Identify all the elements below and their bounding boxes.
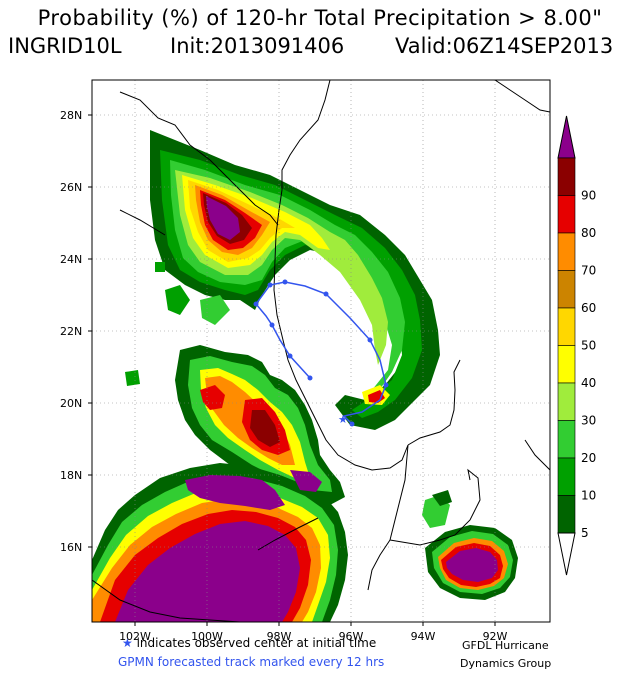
lon-label: 100W	[191, 630, 223, 643]
init-time: Init:2013091406	[170, 34, 345, 58]
colorbar-swatch	[557, 307, 576, 346]
colorbar-swatch	[557, 382, 576, 421]
observed-text: indicates observed center at initial tim…	[136, 636, 377, 650]
credit-line-2: Dynamics Group	[460, 657, 552, 670]
forecast-track: ★	[253, 279, 389, 427]
track-point	[269, 322, 275, 328]
longitude-labels: 102W 100W 98W 96W 94W 92W	[119, 630, 507, 643]
lat-label: 26N	[60, 181, 82, 194]
map-panel: ★	[92, 80, 550, 622]
colorbar-swatch	[557, 232, 576, 271]
colorbar-top-arrow	[557, 115, 576, 159]
colorbar-bottom-arrow	[557, 532, 576, 576]
colorbar-label: 60	[581, 301, 596, 315]
colorbar-swatch	[557, 495, 576, 534]
track-point	[367, 337, 373, 343]
coastlines	[92, 80, 550, 622]
colorbar-label: 90	[581, 189, 596, 203]
colorbar-label: 30	[581, 414, 596, 428]
lon-label: 96W	[339, 630, 364, 643]
track-point	[282, 279, 288, 285]
credit-line-1: GFDL Hurricane	[462, 639, 549, 652]
initial-center-star-icon: ★	[338, 413, 348, 426]
observed-star-icon: ★	[122, 636, 133, 650]
track-point	[349, 421, 355, 427]
map-frame	[91, 79, 551, 623]
track-point	[307, 375, 313, 381]
colorbar-swatch	[557, 195, 576, 234]
lon-label: 92W	[483, 630, 508, 643]
graticule	[92, 80, 550, 622]
colorbar-label: 80	[581, 226, 596, 240]
lat-label: 20N	[60, 397, 82, 410]
colorbar-label: 70	[581, 264, 596, 278]
lon-label: 98W	[267, 630, 292, 643]
valid-time: Valid:06Z14SEP2013	[395, 34, 614, 58]
colorbar-swatch	[557, 270, 576, 309]
colorbar-label: 50	[581, 339, 596, 353]
colorbar-label: 40	[581, 376, 596, 390]
lon-label: 102W	[119, 630, 151, 643]
colorbar-swatch	[557, 420, 576, 459]
colorbar-swatch	[557, 345, 576, 384]
colorbar-label: 5	[581, 526, 589, 540]
storm-name: INGRID10L	[8, 34, 122, 58]
precip-shading	[92, 130, 518, 622]
lat-label: 28N	[60, 109, 82, 122]
footer-observed-note: ★ indicates observed center at initial t…	[122, 636, 376, 650]
colorbar-label: 10	[581, 489, 596, 503]
latitude-labels: 28N 26N 24N 22N 20N 18N 16N	[60, 109, 82, 554]
track-point	[267, 282, 273, 288]
track-point	[323, 291, 329, 297]
map-title: Probability (%) of 120-hr Total Precipit…	[37, 6, 603, 30]
colorbar-swatch	[557, 457, 576, 496]
track-point	[253, 301, 259, 307]
lat-label: 22N	[60, 325, 82, 338]
track-point	[383, 382, 389, 388]
colorbar: 5 10 20 30 40 50 60 70 80 90	[557, 115, 596, 576]
lat-label: 16N	[60, 541, 82, 554]
colorbar-label: 20	[581, 451, 596, 465]
axis-ticks	[88, 114, 496, 626]
track-point	[287, 353, 293, 359]
lat-label: 24N	[60, 253, 82, 266]
lat-label: 18N	[60, 469, 82, 482]
colorbar-swatch	[557, 157, 576, 196]
footer-forecast-note: GPMN forecasted track marked every 12 hr…	[118, 655, 385, 669]
lon-label: 94W	[411, 630, 436, 643]
